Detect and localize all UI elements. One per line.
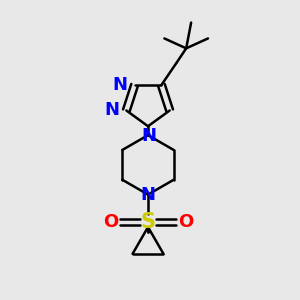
Text: N: N: [142, 127, 157, 145]
Text: N: N: [113, 76, 128, 94]
Text: O: O: [178, 213, 193, 231]
Text: O: O: [103, 213, 118, 231]
Text: N: N: [140, 186, 155, 204]
Text: N: N: [104, 101, 119, 119]
Text: S: S: [140, 212, 155, 232]
